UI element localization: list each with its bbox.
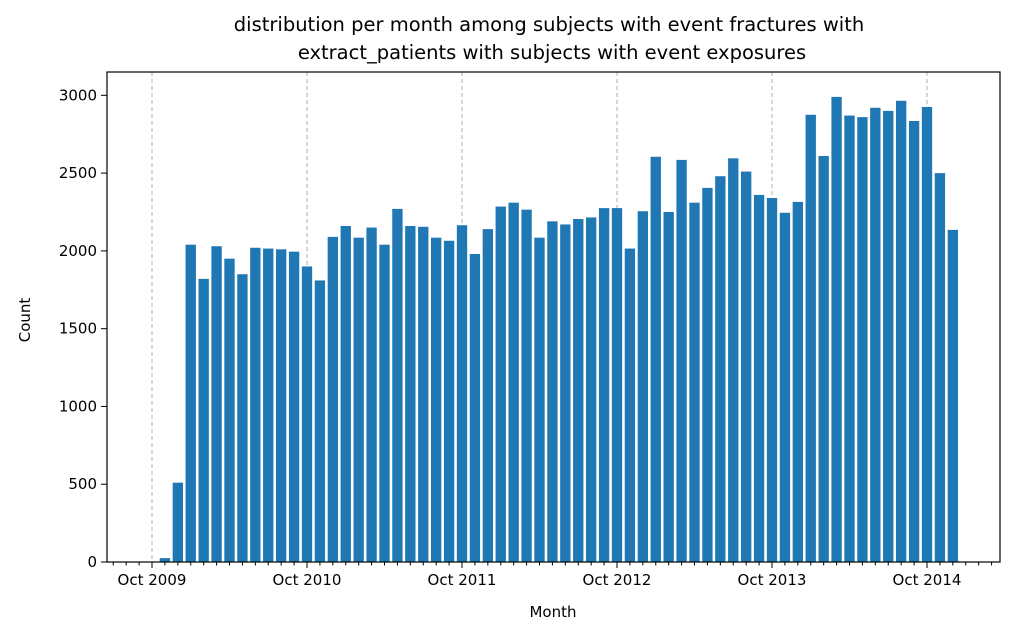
bar-2010-07 [263, 248, 274, 563]
bar-2011-08 [431, 237, 442, 562]
bar-2014-08 [896, 100, 907, 563]
bar-2009-12 [172, 482, 183, 562]
bar-2012-05 [547, 221, 558, 563]
bar-2011-09 [443, 240, 455, 562]
y-tick-label: 500 [68, 475, 97, 493]
bar-2014-03 [831, 96, 842, 562]
y-tick-label: 0 [87, 553, 97, 571]
y-tick-label: 2000 [59, 242, 97, 260]
bar-2010-08 [276, 249, 287, 563]
x-tick-label: Oct 2012 [583, 571, 652, 589]
x-tick-label: Oct 2011 [428, 571, 497, 589]
x-tick-label: Oct 2010 [273, 571, 342, 589]
bar-2013-01 [650, 156, 661, 562]
bar-2012-11 [624, 248, 636, 563]
bar-2011-03 [366, 227, 377, 563]
x-axis-label: Month [529, 603, 576, 621]
bar-2014-06 [870, 107, 881, 563]
bar-2010-11 [314, 280, 326, 562]
bar-2012-06 [560, 224, 571, 562]
bar-2014-11 [934, 173, 946, 562]
bar-2014-02 [818, 156, 829, 562]
bar-2014-09 [908, 121, 920, 562]
bar-2011-10 [456, 225, 468, 562]
bar-2014-04 [844, 115, 855, 563]
bar-2010-03 [211, 246, 222, 562]
bar-2013-11 [779, 212, 791, 562]
x-tick-label: Oct 2013 [738, 571, 807, 589]
bar-2012-04 [534, 237, 545, 562]
bar-2013-12 [792, 201, 803, 562]
bar-2014-10 [921, 107, 933, 562]
x-tick-label: Oct 2009 [118, 571, 187, 589]
bar-2013-03 [676, 159, 687, 562]
bar-2013-05 [702, 187, 713, 562]
bar-2011-02 [353, 237, 364, 562]
bar-2009-11 [159, 558, 171, 562]
bar-2013-10 [766, 198, 778, 562]
bar-2012-07 [573, 219, 584, 562]
bar-2013-07 [728, 158, 739, 563]
bar-2013-02 [663, 212, 674, 562]
bar-2011-01 [340, 226, 351, 562]
bar-2012-10 [611, 208, 623, 562]
bar-2011-05 [392, 208, 403, 562]
bar-2014-05 [857, 117, 868, 562]
bar-2012-12 [637, 211, 648, 562]
bar-2012-02 [508, 202, 519, 562]
bar-2014-12 [947, 229, 958, 562]
y-tick-label: 1000 [59, 397, 97, 415]
y-axis-label: Count [16, 298, 34, 343]
bar-2010-06 [250, 247, 261, 562]
bar-2010-05 [237, 274, 248, 562]
chart-title-line-1: distribution per month among subjects wi… [234, 13, 864, 36]
bar-2010-12 [327, 236, 338, 562]
bar-2012-03 [521, 209, 532, 562]
y-tick-label: 1500 [59, 320, 97, 338]
bar-2010-04 [224, 258, 235, 562]
chart-title-line-2: extract_patients with subjects with even… [298, 41, 806, 64]
plot-frame [106, 71, 1001, 563]
bar-2011-04 [379, 244, 390, 562]
bar-2012-08 [586, 217, 597, 562]
bar-2011-12 [482, 229, 493, 562]
x-tick-label: Oct 2014 [893, 571, 962, 589]
bar-2012-09 [598, 208, 610, 562]
bar-2014-01 [805, 114, 816, 563]
bar-2013-09 [753, 194, 765, 562]
bar-2013-04 [689, 202, 700, 562]
bar-2014-07 [883, 110, 894, 562]
bar-2012-01 [495, 206, 506, 563]
bar-2011-06 [405, 226, 416, 562]
bar-2011-11 [469, 254, 481, 562]
bar-2011-07 [418, 226, 429, 562]
y-tick-label: 3000 [59, 86, 97, 104]
bar-2013-08 [741, 171, 752, 563]
bar-2010-09 [288, 251, 300, 562]
y-tick-label: 2500 [59, 164, 97, 182]
bar-2010-02 [198, 278, 209, 562]
bar-2010-10 [301, 266, 313, 562]
bar-2010-01 [185, 244, 196, 562]
bar-2013-06 [715, 176, 726, 562]
